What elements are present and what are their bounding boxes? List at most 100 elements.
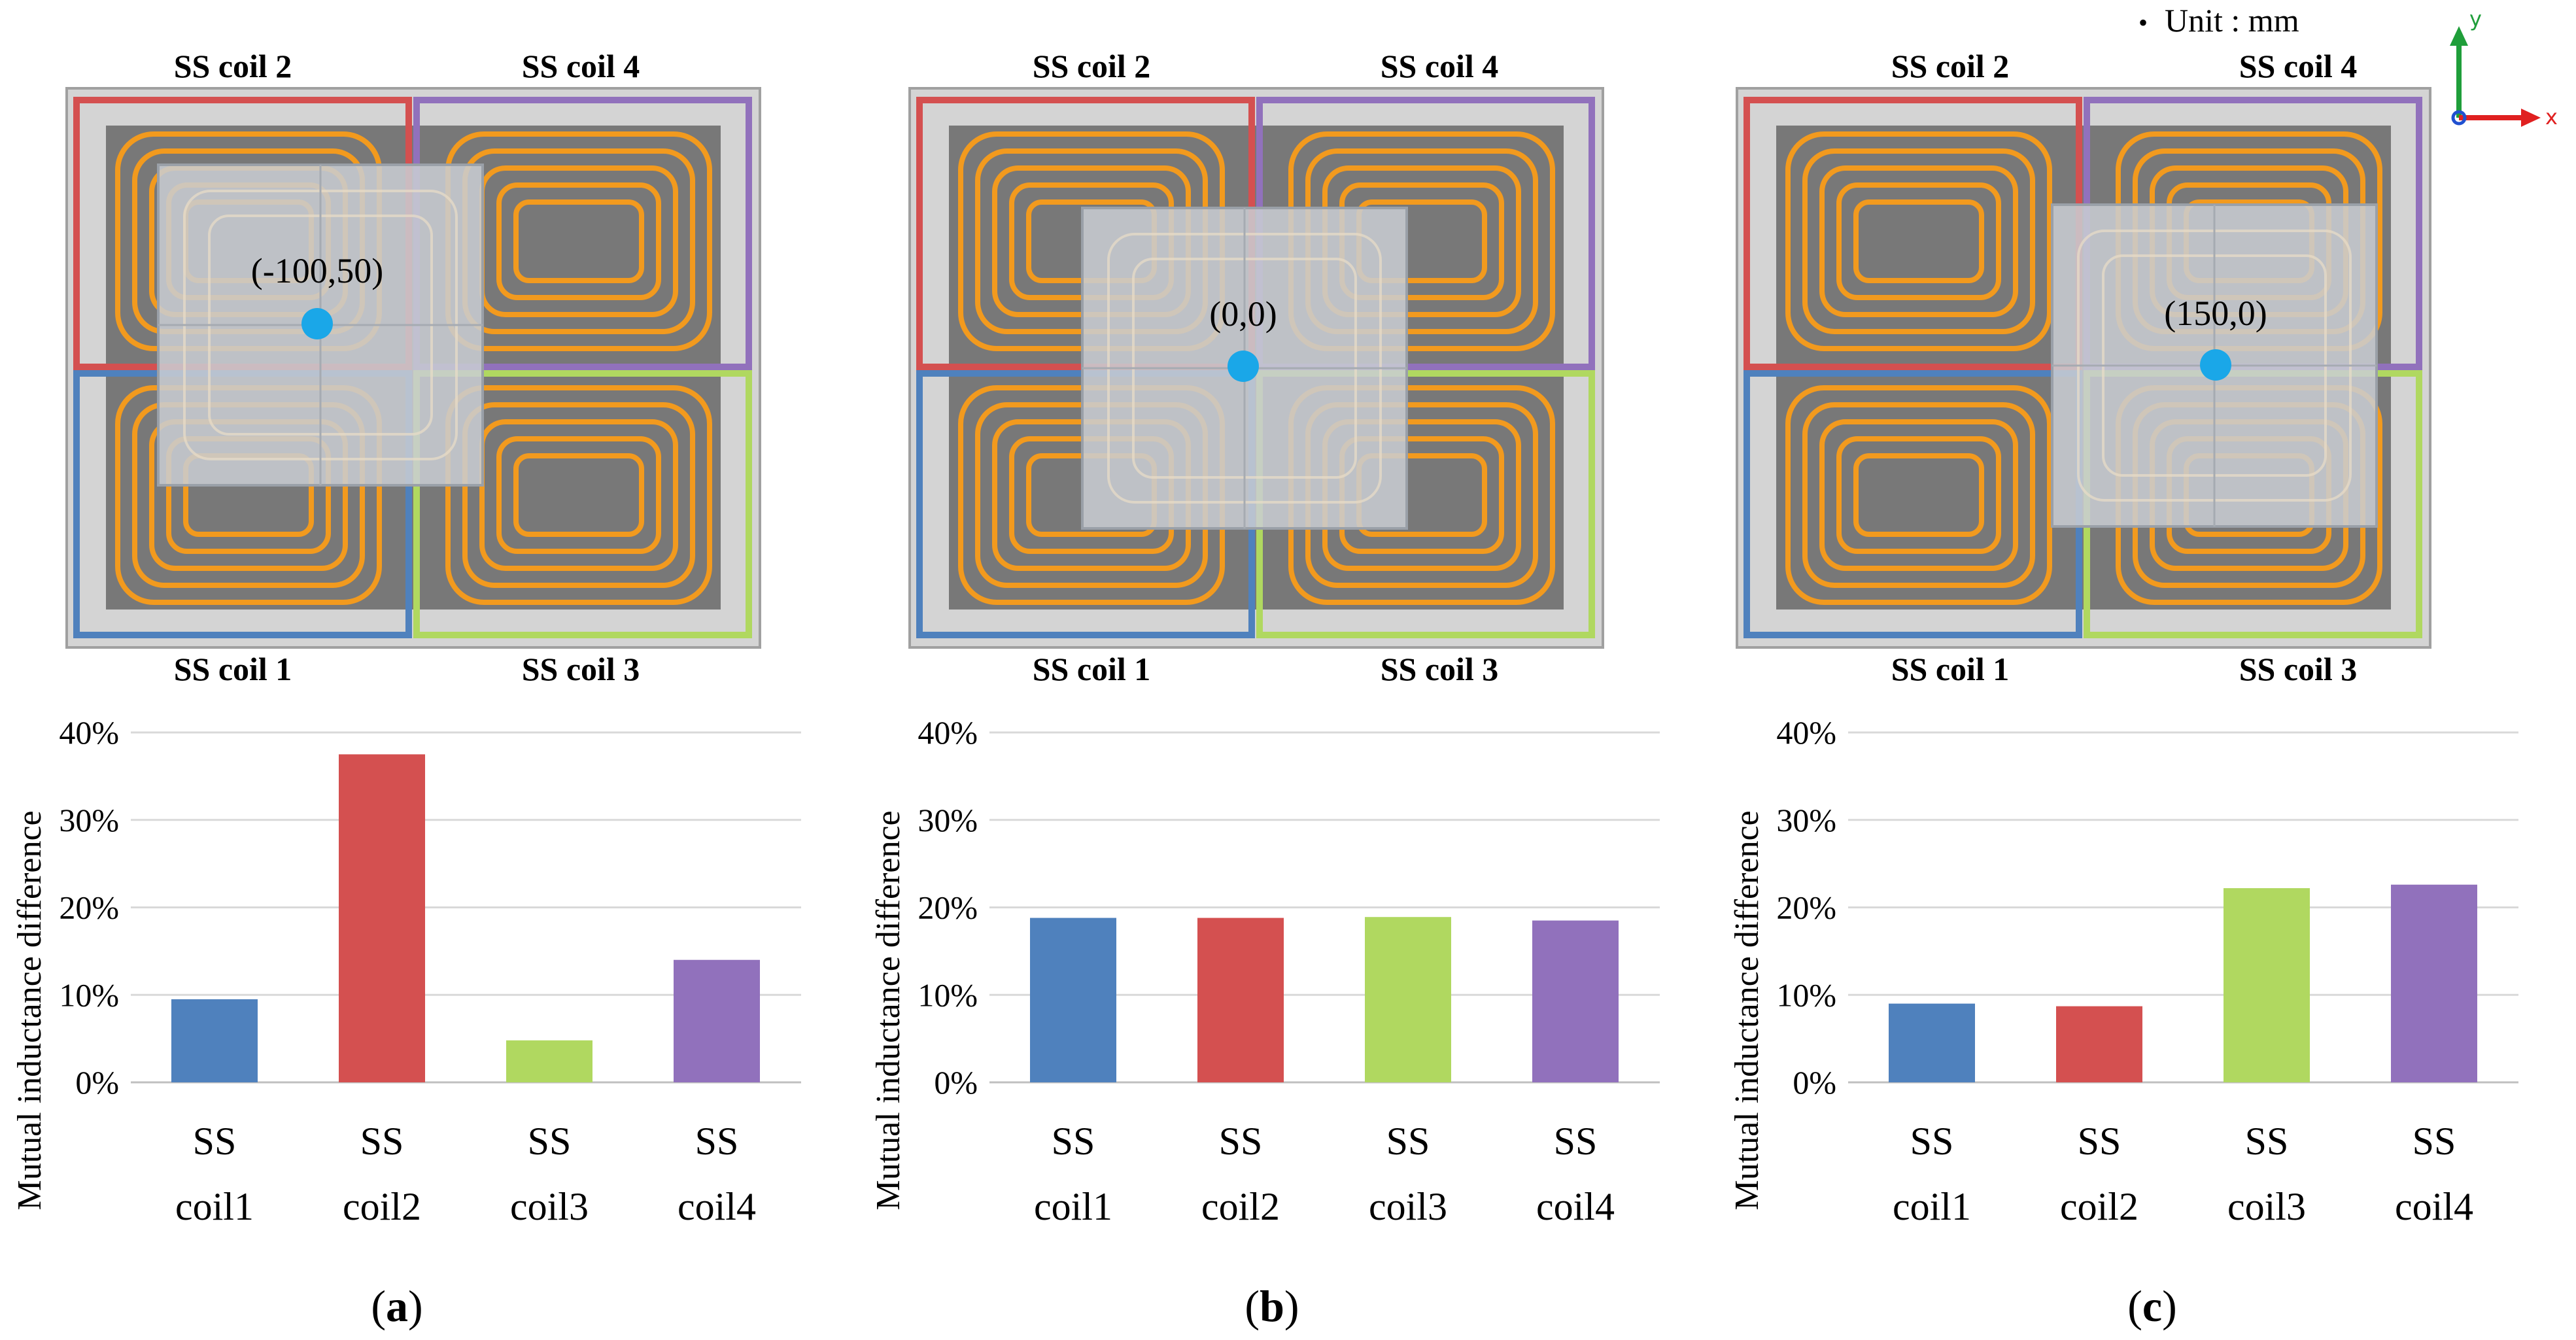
x-tick-label: coil3 [510,1185,589,1228]
bar-coil3 [1365,917,1451,1082]
y-tick-label: 20% [1776,889,1836,926]
bar-chart: 0% 10% 20% 30% 40% SS coil1 SS coil2 SS coil3 SS coi… [918,714,1660,1228]
coil-label-top-right: SS coil 4 [2239,48,2358,84]
bar-coil1 [1889,1003,1975,1082]
coil-label-bottom-left: SS coil 1 [174,651,292,687]
y-tick-label: 0% [1793,1064,1836,1101]
x-tick-label: coil2 [343,1185,421,1228]
coil-label-top-left: SS coil 2 [1891,48,2010,84]
bar-coil1 [171,999,258,1082]
x-tick-label: SS [528,1120,572,1163]
x-tick-label: coil1 [1893,1185,1971,1228]
coil-label-top-right: SS coil 4 [1381,48,1499,84]
y-tick-label: 0% [934,1064,978,1101]
bar-coil2 [2056,1006,2142,1082]
y-tick-label: 30% [1776,802,1836,838]
coil-label-bottom-right: SS coil 3 [1381,651,1499,687]
tx-winding-coil2 [1785,131,2052,351]
y-axis-title: Mutual inductance difference [1728,810,1766,1210]
x-tick-label: SS [360,1120,404,1163]
receiver-center-marker [2200,349,2231,381]
bar-coil3 [2224,888,2310,1082]
panel-label: (a) [371,1281,422,1331]
coil-label-top-left: SS coil 2 [1033,48,1151,84]
x-tick-label: SS [1219,1120,1263,1163]
coil-label-bottom-right: SS coil 3 [522,651,640,687]
panel-b: SS coil 2 SS coil 4 SS coil 1 SS coil 3 [859,0,1717,1340]
bar-coil4 [674,959,760,1082]
panel-svg: SS coil 2 SS coil 4 SS coil 1 SS coil 3 [870,48,1660,1331]
y-axis-title: Mutual inductance difference [870,810,907,1210]
x-tick-label: SS [2245,1120,2289,1163]
y-tick-label: 0% [75,1064,119,1101]
panel-letter: c [2142,1281,2162,1331]
receiver-center-marker [1228,351,1259,382]
x-tick-label: coil4 [678,1185,756,1228]
y-tick-label: 30% [918,802,978,838]
coil-label-top-left: SS coil 2 [174,48,292,84]
y-tick-label: 40% [59,714,119,751]
x-tick-label: coil4 [1536,1185,1615,1228]
coil3-outline [413,370,752,638]
x-tick-label: SS [193,1120,237,1163]
x-tick-label: coil2 [1201,1185,1280,1228]
receiver-pad: (0,0) [1081,207,1408,530]
bar-chart: 0% 10% 20% 30% 40% SS coil1 SS coil2 SS coil3 SS coi… [59,714,801,1228]
x-tick-label: SS [1554,1120,1598,1163]
panel-svg: SS coil 2 SS coil 4 SS coil 1 SS coil 3 [11,48,801,1331]
coil-label-bottom-right: SS coil 3 [2239,651,2358,687]
panel-letter: a [386,1281,408,1331]
x-tick-label: SS [1910,1120,1954,1163]
x-tick-label: coil1 [175,1185,254,1228]
receiver-position-label: (0,0) [1209,294,1277,334]
axis-triad-icon: y x [2450,7,2558,129]
x-tick-label: SS [695,1120,739,1163]
y-tick-label: 10% [59,976,119,1013]
receiver-position-label: (150,0) [2164,294,2267,333]
x-tick-label: coil1 [1034,1185,1112,1228]
panel-a: SS coil 2 SS coil 4 SS coil 1 SS coil 3 [0,0,859,1340]
y-tick-label: 30% [59,802,119,838]
receiver-pad: (-100,50) [157,163,484,487]
x-tick-label: SS [1386,1120,1430,1163]
bar-coil3 [506,1040,592,1082]
y-tick-label: 10% [1776,976,1836,1013]
receiver-pad: (150,0) [2051,203,2378,528]
panel-label: (c) [2127,1281,2177,1331]
unit-note-text: Unit : mm [2165,2,2299,39]
x-tick-label: coil3 [2227,1185,2306,1228]
z-axis-origin [2451,110,2467,126]
coil-label-bottom-left: SS coil 1 [1033,651,1151,687]
y-tick-label: 40% [918,714,978,751]
panel-svg: SS coil 2 SS coil 4 SS coil 1 SS coil 3 [1728,48,2518,1331]
x-tick-label: coil3 [1369,1185,1447,1228]
x-tick-label: SS [2078,1120,2121,1163]
receiver-center-marker [301,308,333,339]
panel-label: (b) [1245,1281,1299,1331]
x-axis-label: x [2545,105,2558,129]
y-tick-label: 40% [1776,714,1836,751]
y-tick-label: 20% [918,889,978,926]
x-tick-label: coil4 [2395,1185,2473,1228]
y-axis-arrowhead [2450,26,2468,46]
panel-letter: b [1260,1281,1284,1331]
y-tick-label: 20% [59,889,119,926]
bar-coil1 [1030,918,1116,1082]
unit-note: • Unit : mm [2138,1,2299,39]
y-tick-label: 10% [918,976,978,1013]
bar-coil2 [339,754,425,1082]
y-axis-title: Mutual inductance difference [11,810,48,1210]
tx-winding-coil3 [445,385,712,605]
x-axis-arrowhead [2521,109,2541,127]
x-tick-label: SS [1052,1120,1095,1163]
bullet: • [2138,8,2148,37]
bar-coil4 [2391,884,2477,1082]
coil-label-top-right: SS coil 4 [522,48,640,84]
x-tick-label: coil2 [2060,1185,2138,1228]
bar-coil2 [1197,918,1284,1082]
coil-label-bottom-left: SS coil 1 [1891,651,2010,687]
bar-coil4 [1532,920,1619,1082]
panel-c: SS coil 2 SS coil 4 SS coil 1 SS coil 3 [1717,0,2576,1340]
x-tick-label: SS [2413,1120,2456,1163]
y-axis-label: y [2469,7,2482,31]
